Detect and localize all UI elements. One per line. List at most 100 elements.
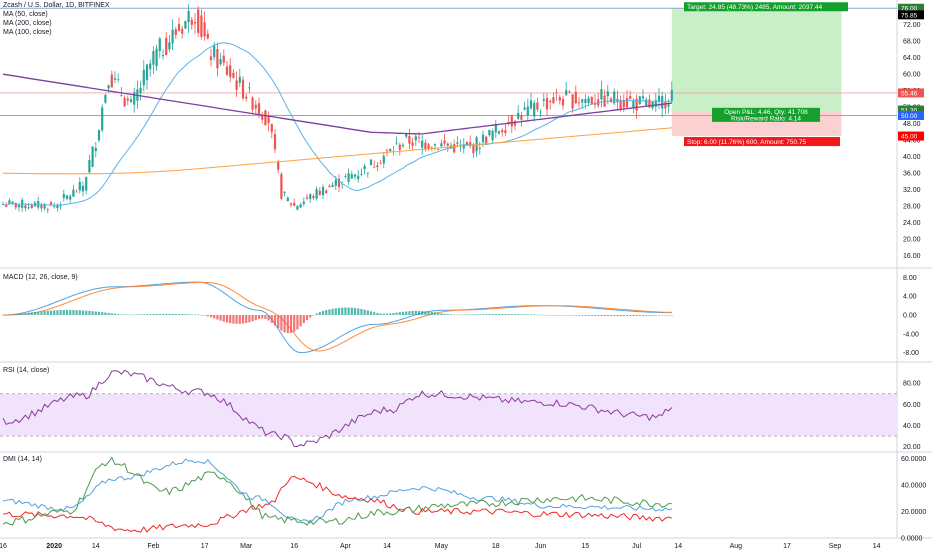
candle-body: [603, 95, 606, 107]
histogram-bar: [171, 313, 174, 315]
time-label: 17: [201, 543, 209, 550]
histogram-bar: [91, 311, 94, 315]
candle-body: [14, 203, 17, 208]
histogram-bar: [312, 315, 315, 316]
candle-body: [117, 79, 120, 81]
histogram-bar: [344, 307, 347, 315]
histogram-bar: [30, 312, 33, 315]
histogram-bar: [235, 315, 238, 324]
histogram-bar: [174, 313, 177, 315]
candle-body: [414, 136, 417, 141]
time-label: 16: [0, 543, 7, 550]
candle-body: [241, 79, 245, 99]
histogram-bar: [414, 310, 417, 315]
candle-body: [24, 205, 27, 209]
candle-body: [654, 100, 657, 107]
candle-body: [549, 100, 552, 103]
candle-body: [481, 134, 485, 143]
histogram-bar: [529, 314, 533, 315]
candle-body: [193, 22, 197, 24]
price-tick-label: 72.00: [903, 22, 921, 29]
candle-body: [213, 45, 216, 58]
histogram-bar: [289, 315, 293, 333]
histogram-bar: [357, 308, 360, 315]
candle-body: [609, 98, 613, 102]
candle-body: [376, 165, 379, 168]
candle-body: [360, 174, 363, 175]
candle-body: [331, 184, 334, 188]
candle-body: [510, 115, 513, 127]
candle-body: [53, 206, 56, 207]
time-label: May: [435, 543, 449, 550]
candle-body: [472, 144, 475, 154]
price-tick-label: 16.00: [903, 253, 921, 260]
histogram-bar: [453, 314, 456, 316]
histogram-bar: [462, 314, 465, 316]
histogram-bar: [408, 311, 411, 315]
candle-body: [158, 38, 161, 52]
stop-label-bg: [684, 137, 840, 147]
candle-body: [315, 189, 318, 199]
candle-body: [229, 65, 232, 78]
histogram-bar: [232, 315, 235, 324]
rsi-tick-label: 60.00: [903, 402, 921, 409]
histogram-bar: [475, 314, 478, 315]
histogram-bar: [632, 315, 635, 316]
candle-body: [497, 131, 501, 134]
histogram-bar: [309, 315, 312, 318]
candle-body: [129, 99, 133, 103]
time-label: Mar: [240, 543, 253, 550]
candle-body: [318, 190, 321, 195]
histogram-bar: [216, 315, 219, 320]
macd-tick-label: 0.00: [903, 313, 917, 320]
time-label: 14: [92, 543, 100, 550]
histogram-bar: [315, 313, 318, 315]
histogram-bar: [517, 314, 520, 315]
histogram-bar: [149, 314, 152, 315]
histogram-bar: [152, 314, 155, 315]
histogram-bar: [456, 314, 459, 316]
histogram-bar: [72, 310, 75, 315]
candle-body: [56, 204, 59, 209]
histogram-bar: [385, 313, 389, 315]
time-label: Jun: [535, 543, 546, 550]
candle-body: [334, 179, 337, 186]
histogram-bar: [558, 315, 561, 316]
histogram-bar: [661, 315, 664, 316]
candle-body: [533, 103, 536, 117]
histogram-bar: [629, 315, 632, 317]
histogram-bar: [593, 315, 597, 316]
candle-body: [104, 94, 107, 103]
histogram-bar: [264, 315, 267, 319]
price-tick-label: 44.00: [903, 138, 921, 145]
histogram-bar: [203, 315, 206, 316]
candle-body: [648, 99, 651, 108]
histogram-bar: [206, 315, 209, 317]
histogram-bar: [565, 315, 568, 316]
candle-body: [513, 120, 517, 126]
histogram-bar: [446, 314, 449, 315]
histogram-bar: [401, 311, 405, 315]
histogram-bar: [248, 315, 251, 323]
histogram-bar: [126, 314, 129, 316]
histogram-bar: [142, 314, 145, 315]
rsi-tick-label: 20.00: [903, 444, 921, 451]
histogram-bar: [501, 314, 504, 315]
adx-line: [2, 456, 672, 526]
histogram-bar: [510, 314, 513, 315]
histogram-bar: [8, 314, 11, 316]
histogram-bar: [331, 308, 334, 315]
candle-body: [235, 80, 238, 90]
histogram-bar: [433, 312, 437, 315]
histogram-bar: [97, 311, 101, 315]
histogram-bar: [241, 315, 245, 324]
histogram-bar: [53, 310, 56, 315]
histogram-bar: [427, 311, 430, 315]
histogram-bar: [257, 315, 261, 319]
histogram-bar: [117, 314, 120, 315]
histogram-bar: [376, 312, 379, 315]
candle-body: [165, 37, 168, 56]
candle-body: [88, 160, 91, 173]
candle-body: [245, 96, 248, 99]
